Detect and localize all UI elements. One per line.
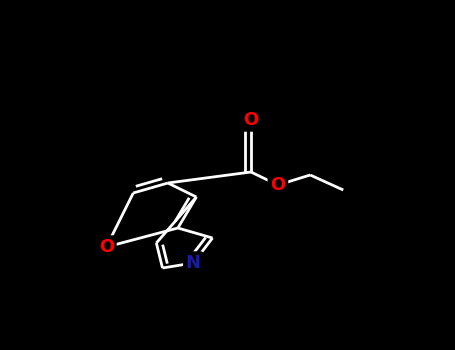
Text: O: O <box>99 238 114 256</box>
Text: O: O <box>270 176 285 194</box>
Text: O: O <box>243 111 258 129</box>
Text: N: N <box>186 254 201 272</box>
